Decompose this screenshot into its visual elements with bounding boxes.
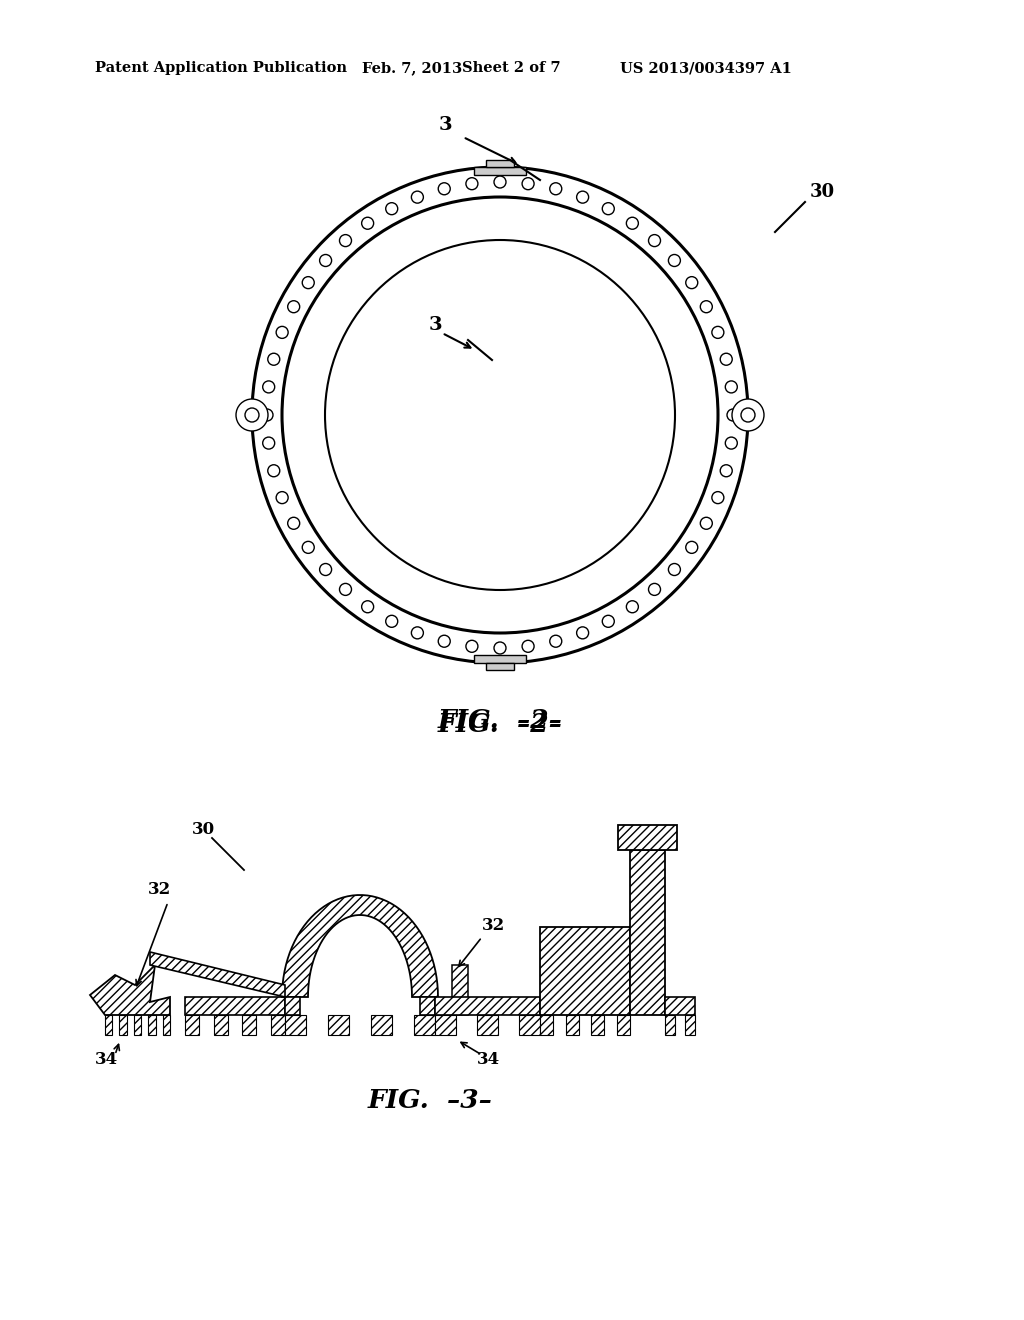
Polygon shape (150, 952, 285, 997)
Polygon shape (630, 850, 665, 1015)
Text: 34: 34 (477, 1052, 500, 1068)
Text: FIG.  –3–: FIG. –3– (368, 1088, 493, 1113)
Polygon shape (477, 1015, 498, 1035)
Polygon shape (242, 1015, 256, 1035)
Polygon shape (592, 1015, 604, 1035)
Text: Feb. 7, 2013: Feb. 7, 2013 (362, 61, 462, 75)
Polygon shape (665, 1015, 675, 1035)
Text: Sheet 2 of 7: Sheet 2 of 7 (462, 61, 560, 75)
Polygon shape (565, 1015, 579, 1035)
Polygon shape (148, 1015, 156, 1035)
Polygon shape (371, 1015, 392, 1035)
Polygon shape (285, 1015, 306, 1035)
Polygon shape (452, 965, 468, 1015)
Text: 3: 3 (428, 315, 441, 334)
Text: 32: 32 (148, 882, 171, 899)
Polygon shape (435, 1015, 456, 1035)
Bar (485, 160, 514, 168)
Polygon shape (214, 1015, 228, 1035)
Text: 32: 32 (482, 916, 505, 933)
Polygon shape (665, 997, 695, 1015)
Polygon shape (105, 1015, 113, 1035)
Polygon shape (328, 1015, 349, 1035)
Polygon shape (90, 965, 170, 1015)
Text: 3: 3 (438, 116, 452, 135)
Polygon shape (282, 895, 438, 997)
Polygon shape (120, 1015, 127, 1035)
Polygon shape (617, 1015, 630, 1035)
Polygon shape (270, 1015, 285, 1035)
Circle shape (236, 399, 268, 432)
Polygon shape (414, 1015, 435, 1035)
Polygon shape (685, 1015, 695, 1035)
Polygon shape (163, 1015, 170, 1035)
Bar (485, 663, 514, 671)
Polygon shape (185, 1015, 200, 1035)
Text: 34: 34 (95, 1052, 118, 1068)
Polygon shape (435, 997, 540, 1015)
Text: 30: 30 (810, 183, 836, 201)
Polygon shape (185, 997, 285, 1015)
Polygon shape (285, 997, 300, 1015)
Polygon shape (540, 927, 630, 1015)
Bar (474, 168, 526, 176)
Bar (474, 655, 526, 663)
Polygon shape (134, 1015, 141, 1035)
Polygon shape (519, 1015, 540, 1035)
Text: US 2013/0034397 A1: US 2013/0034397 A1 (620, 61, 792, 75)
Polygon shape (618, 825, 677, 850)
Text: 30: 30 (193, 821, 215, 838)
Circle shape (732, 399, 764, 432)
Text: FIG.  –2–: FIG. –2– (437, 709, 562, 734)
Polygon shape (540, 1015, 553, 1035)
Text: Patent Application Publication: Patent Application Publication (95, 61, 347, 75)
Polygon shape (420, 997, 435, 1015)
Text: FIG.  –2–: FIG. –2– (437, 713, 562, 738)
